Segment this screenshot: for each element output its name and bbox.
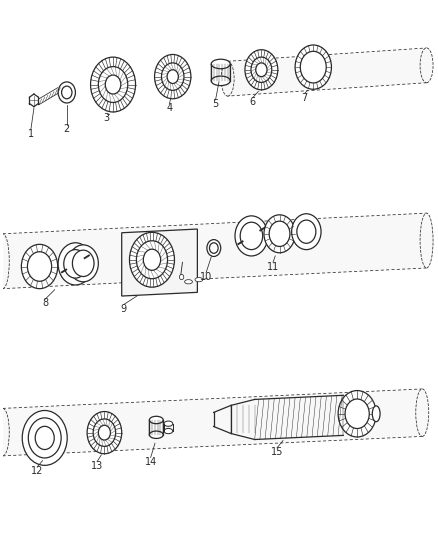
Text: 5: 5 — [212, 99, 219, 109]
Circle shape — [58, 82, 75, 103]
Ellipse shape — [420, 48, 433, 83]
Circle shape — [22, 410, 67, 465]
Ellipse shape — [164, 421, 173, 426]
Circle shape — [256, 63, 267, 77]
Circle shape — [62, 86, 72, 99]
Ellipse shape — [420, 213, 433, 268]
Ellipse shape — [195, 278, 203, 282]
Polygon shape — [3, 213, 427, 289]
Circle shape — [338, 391, 376, 437]
Circle shape — [93, 419, 116, 446]
Circle shape — [245, 50, 278, 90]
Circle shape — [264, 215, 295, 253]
Circle shape — [269, 221, 290, 246]
Circle shape — [91, 57, 135, 112]
Circle shape — [64, 249, 87, 278]
Ellipse shape — [416, 389, 429, 437]
Circle shape — [30, 420, 60, 456]
Circle shape — [162, 63, 184, 90]
Circle shape — [292, 214, 321, 249]
Text: 11: 11 — [267, 262, 279, 271]
Circle shape — [130, 232, 174, 287]
Circle shape — [105, 75, 121, 94]
Text: 6: 6 — [250, 97, 256, 107]
Circle shape — [180, 274, 184, 280]
Text: 14: 14 — [145, 457, 157, 467]
Text: 10: 10 — [200, 272, 212, 282]
Circle shape — [58, 243, 93, 285]
Ellipse shape — [164, 429, 173, 434]
Circle shape — [167, 70, 178, 84]
Text: 1: 1 — [28, 128, 34, 139]
Circle shape — [155, 54, 191, 99]
Ellipse shape — [0, 408, 9, 456]
Circle shape — [251, 57, 272, 83]
Circle shape — [143, 249, 161, 270]
Ellipse shape — [0, 234, 9, 289]
Circle shape — [136, 241, 168, 279]
Ellipse shape — [149, 431, 163, 439]
Circle shape — [21, 244, 58, 289]
Text: 2: 2 — [64, 124, 70, 134]
Circle shape — [72, 250, 94, 277]
Ellipse shape — [372, 406, 380, 422]
Circle shape — [345, 399, 369, 429]
Circle shape — [28, 252, 52, 281]
Circle shape — [240, 222, 263, 249]
Circle shape — [297, 220, 316, 243]
Circle shape — [99, 425, 110, 440]
Polygon shape — [3, 389, 422, 456]
Text: 9: 9 — [121, 304, 127, 314]
Ellipse shape — [149, 416, 163, 424]
Polygon shape — [228, 48, 427, 96]
Text: 7: 7 — [301, 93, 308, 103]
Circle shape — [207, 240, 221, 256]
Ellipse shape — [211, 59, 230, 69]
Circle shape — [99, 67, 128, 102]
Circle shape — [300, 51, 326, 83]
Circle shape — [209, 243, 218, 253]
Text: 13: 13 — [91, 461, 103, 471]
Ellipse shape — [221, 61, 234, 96]
Circle shape — [87, 411, 122, 454]
Ellipse shape — [211, 76, 230, 86]
Text: 8: 8 — [42, 298, 48, 309]
Circle shape — [235, 216, 268, 256]
Polygon shape — [122, 229, 198, 296]
Text: 3: 3 — [103, 113, 110, 123]
Circle shape — [28, 418, 61, 458]
Ellipse shape — [185, 280, 192, 284]
Text: 4: 4 — [166, 103, 172, 114]
Text: 12: 12 — [31, 466, 43, 476]
Circle shape — [68, 245, 99, 282]
Circle shape — [35, 426, 54, 449]
Text: 15: 15 — [271, 447, 283, 457]
Circle shape — [295, 45, 332, 90]
